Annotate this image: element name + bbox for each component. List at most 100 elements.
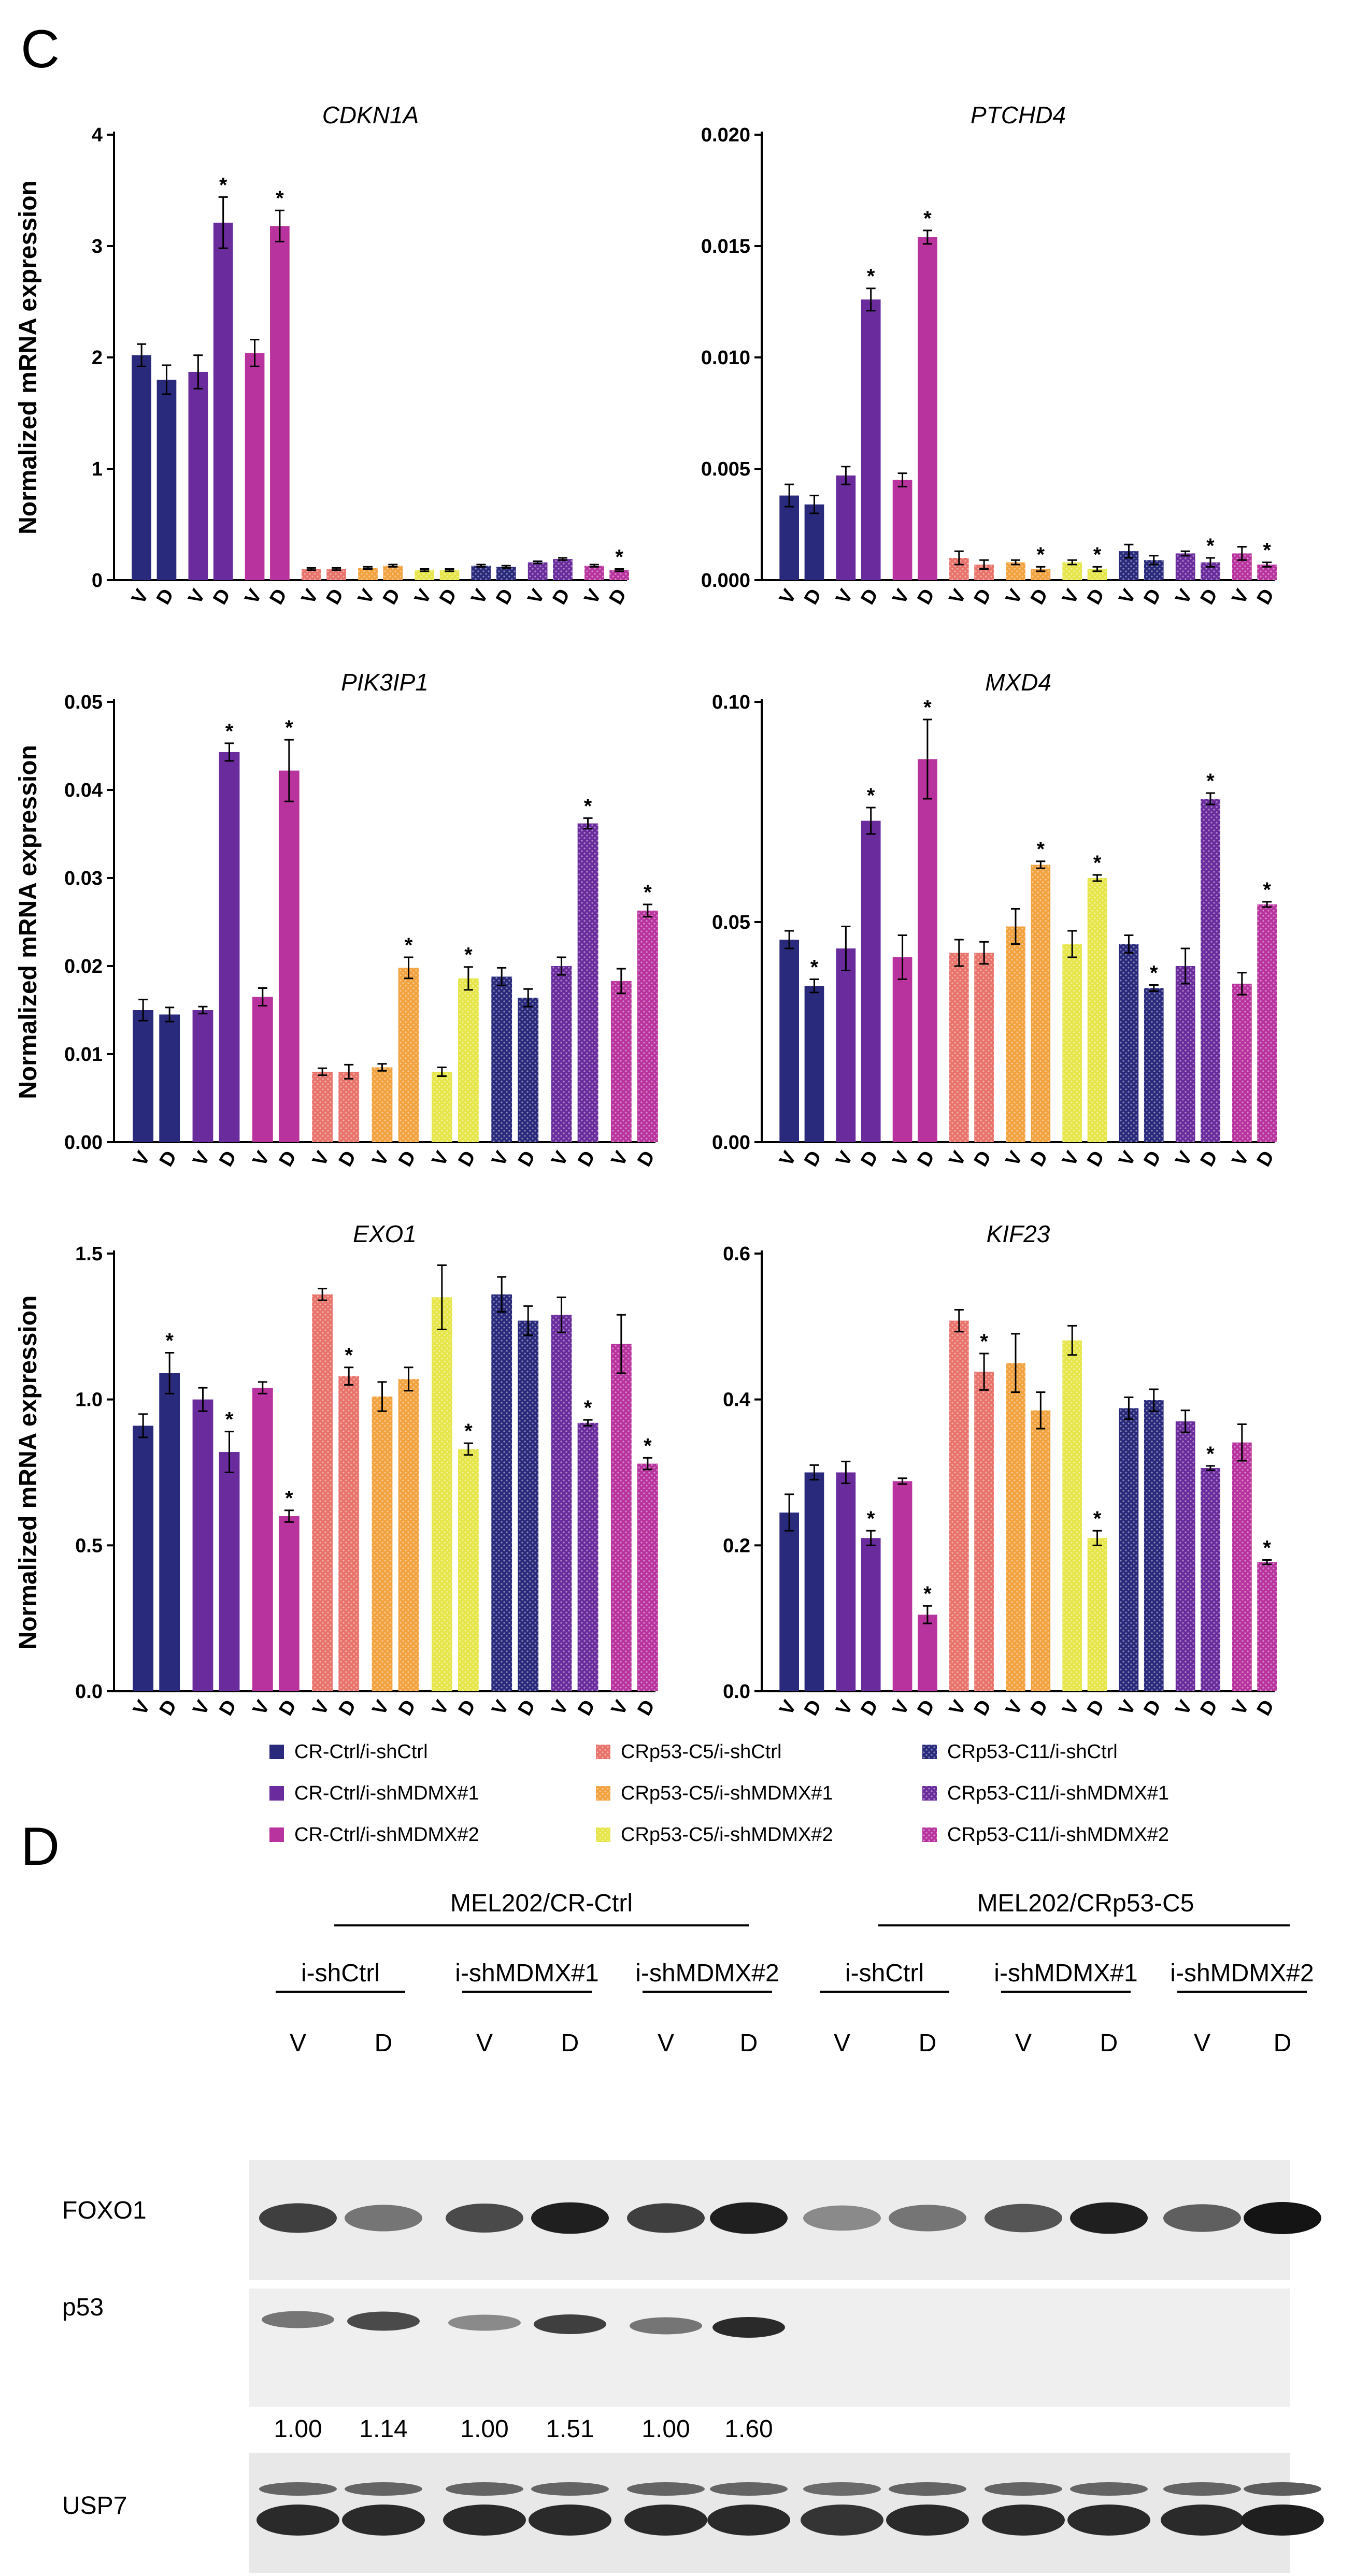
x-tick-label: D (335, 1147, 361, 1171)
bar (918, 759, 937, 1142)
y-tick-label: 0.02 (64, 956, 103, 977)
significance-star: * (165, 1330, 174, 1352)
x-tick-label: V (775, 1696, 801, 1719)
x-tick-label: D (492, 585, 518, 609)
x-tick-label: D (1083, 1696, 1109, 1720)
bar (192, 1010, 213, 1142)
y-tick-label: 0.6 (723, 1243, 750, 1265)
bar (252, 997, 273, 1142)
x-tick-label: V (889, 1147, 914, 1170)
p53-quantification: 1.60 (724, 2415, 773, 2443)
y-tick-label: 0.015 (701, 236, 750, 257)
bar-pattern (1175, 966, 1195, 1142)
x-tick-label: V (580, 585, 606, 608)
y-tick-label: 0.5 (75, 1535, 103, 1557)
x-tick-label: D (335, 1696, 361, 1720)
bar-pattern (398, 968, 419, 1142)
bar (861, 1538, 881, 1691)
x-tick-label: D (970, 1696, 996, 1720)
x-tick-label: D (1026, 1147, 1052, 1171)
western-blot: MEL202/CR-Ctrl MEL202/CRp53-C5 FOXO1 p53… (62, 1890, 1324, 2573)
bar-pattern (1175, 553, 1195, 580)
bar-pattern (398, 1379, 419, 1691)
blot-band (1067, 2505, 1150, 2536)
p53-quantification: 1.00 (274, 2415, 322, 2443)
legend-label: CRp53-C11/i-shMDMX#1 (947, 1782, 1169, 1804)
x-tick-label: D (857, 1696, 882, 1720)
bar (779, 495, 800, 580)
x-tick-label: D (1253, 1696, 1279, 1720)
x-tick-label: D (913, 1696, 939, 1720)
bar-pattern (1232, 1442, 1252, 1691)
group-label-c5: MEL202/CRp53-C5 (977, 1890, 1194, 1917)
x-tick-label: V (1002, 1696, 1027, 1719)
significance-star: * (1037, 838, 1045, 861)
x-tick-label: D (379, 585, 405, 609)
blot-bands: i-shCtrl i-shMDMX#1 i-shMDMX#2 i-shCtrl i-sh… (256, 1960, 1324, 2536)
sub-group-label: i-shCtrl (845, 1960, 924, 1987)
bar-pattern (637, 910, 658, 1142)
bar-pattern (1201, 799, 1220, 1142)
lane-label: V (290, 2030, 306, 2057)
significance-star: * (584, 795, 592, 817)
blot-band (259, 2482, 337, 2496)
blot-band (1163, 2204, 1241, 2232)
x-tick-label: D (514, 1696, 540, 1720)
bar-pattern (1062, 944, 1082, 1142)
bar (219, 1452, 240, 1691)
y-tick-label: 0.020 (701, 124, 750, 146)
blot-band (448, 2314, 521, 2331)
bar-pattern (439, 570, 460, 580)
bar-pattern (610, 981, 632, 1142)
x-tick-label: V (249, 1696, 274, 1719)
blot-band (1244, 2482, 1321, 2496)
bar (192, 1399, 213, 1691)
significance-star: * (980, 1330, 988, 1353)
significance-star: * (810, 956, 819, 979)
blot-band (710, 2202, 788, 2234)
y-tick-label: 0.00 (64, 1132, 103, 1154)
significance-star: * (923, 207, 932, 230)
y-tick-label: 0.000 (701, 570, 750, 592)
blot-band (985, 2204, 1062, 2233)
blot-band (627, 2482, 705, 2496)
significance-star: * (405, 934, 413, 957)
bar-pattern (1031, 569, 1051, 580)
bar-pattern (1201, 1468, 1220, 1691)
x-tick-label: V (1115, 1696, 1140, 1719)
y-axis-label: Normalized mRNA expression (15, 180, 42, 535)
x-tick-label: V (832, 1696, 857, 1719)
group-label-ctrl: MEL202/CR-Ctrl (450, 1890, 633, 1917)
bar (779, 940, 800, 1142)
x-tick-label: D (913, 585, 939, 609)
blot-band (1163, 2482, 1241, 2496)
blot-band (630, 2317, 702, 2335)
bar-pattern (383, 566, 403, 580)
bar-pattern (974, 1372, 994, 1691)
x-tick-label: V (1058, 1696, 1083, 1719)
legend-swatch-pattern (596, 1786, 610, 1801)
x-tick-label: D (514, 1147, 540, 1171)
x-tick-label: V (1002, 1147, 1027, 1170)
y-tick-label: 0.005 (701, 458, 750, 480)
legend-swatch-pattern (596, 1745, 610, 1759)
x-tick-label: V (1228, 1147, 1253, 1170)
bar-pattern (527, 562, 548, 580)
sub-group-label: i-shMDMX#2 (1170, 1960, 1314, 1987)
x-tick-label: D (265, 585, 291, 609)
bar (159, 1373, 180, 1691)
blot-band (1161, 2505, 1244, 2536)
bar (219, 752, 240, 1142)
bar (836, 1472, 856, 1691)
lane-label: V (658, 2030, 674, 2057)
y-tick-label: 1.5 (75, 1243, 103, 1265)
significance-star: * (285, 1487, 293, 1510)
significance-star: * (1263, 539, 1271, 562)
x-tick-label: D (800, 1696, 826, 1720)
x-tick-label: V (488, 1696, 513, 1719)
x-tick-label: D (1083, 585, 1109, 609)
blot-band (985, 2482, 1062, 2496)
x-tick-label: V (548, 1147, 573, 1170)
x-tick-label: D (1253, 1147, 1279, 1171)
